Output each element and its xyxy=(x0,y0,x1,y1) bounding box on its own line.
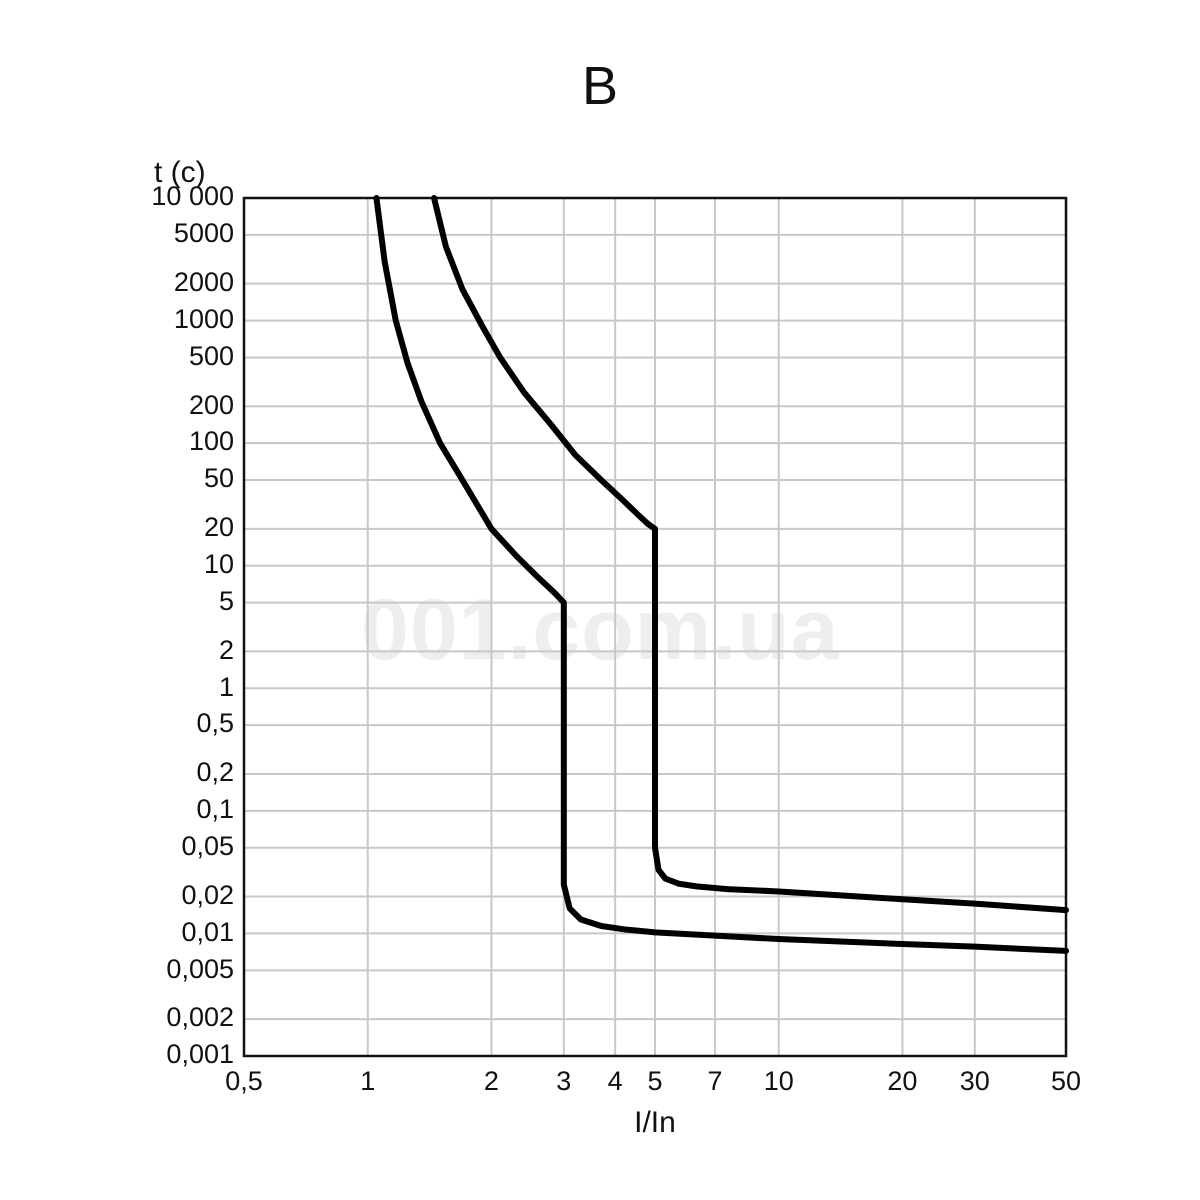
x-tick-label: 10 xyxy=(744,1066,814,1097)
y-tick-label: 0,1 xyxy=(114,794,234,825)
y-tick-label: 0,002 xyxy=(114,1002,234,1033)
y-tick-label: 500 xyxy=(114,341,234,372)
y-tick-label: 10 000 xyxy=(114,181,234,212)
x-tick-label: 0,5 xyxy=(209,1066,279,1097)
y-tick-label: 50 xyxy=(114,463,234,494)
trip-curve-lower xyxy=(376,198,1066,951)
y-tick-label: 0,5 xyxy=(114,708,234,739)
y-tick-label: 200 xyxy=(114,390,234,421)
x-axis-label: I/In xyxy=(555,1106,755,1140)
trip-curve-upper xyxy=(434,198,1066,910)
x-tick-label: 1 xyxy=(333,1066,403,1097)
y-tick-label: 2 xyxy=(114,635,234,666)
y-tick-label: 1 xyxy=(114,672,234,703)
x-tick-label: 50 xyxy=(1031,1066,1101,1097)
y-tick-label: 10 xyxy=(114,549,234,580)
y-tick-label: 20 xyxy=(114,512,234,543)
x-tick-label: 7 xyxy=(680,1066,750,1097)
y-tick-label: 2000 xyxy=(114,267,234,298)
y-tick-label: 1000 xyxy=(114,304,234,335)
y-tick-label: 5 xyxy=(114,586,234,617)
y-tick-label: 0,02 xyxy=(114,880,234,911)
y-tick-label: 5000 xyxy=(114,218,234,249)
y-tick-label: 0,005 xyxy=(114,954,234,985)
y-tick-label: 0,01 xyxy=(114,917,234,948)
y-tick-label: 0,05 xyxy=(114,831,234,862)
x-tick-label: 2 xyxy=(456,1066,526,1097)
x-tick-label: 20 xyxy=(867,1066,937,1097)
x-tick-label: 30 xyxy=(940,1066,1010,1097)
y-tick-label: 0,2 xyxy=(114,757,234,788)
y-tick-label: 100 xyxy=(114,426,234,457)
